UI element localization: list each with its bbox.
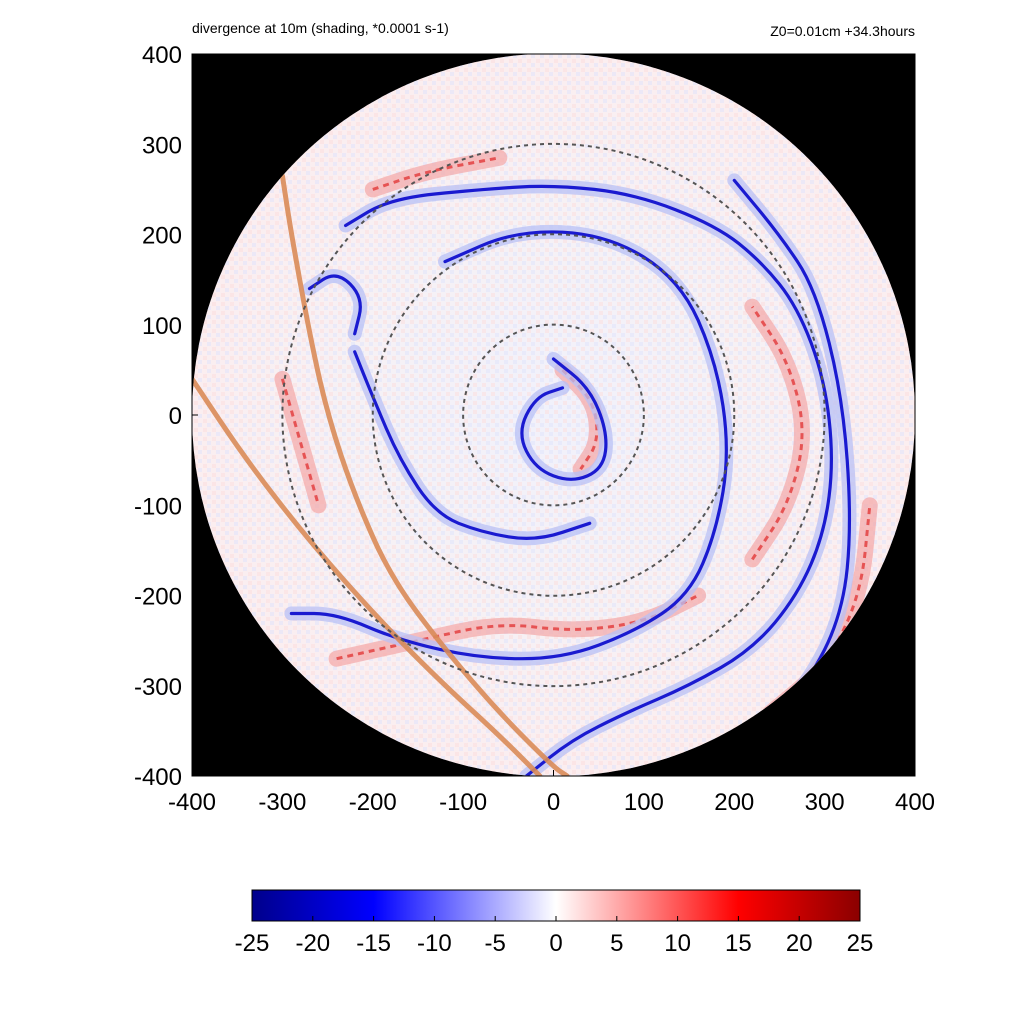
reference-circle-100km (462, 323, 645, 507)
convergence-band-3 (353, 350, 592, 540)
colorbar-tick-label-25: 25 (847, 930, 874, 957)
y-tick-label-0: 0 (169, 403, 182, 430)
convergence-band-5 (732, 178, 852, 742)
coastline-0 (279, 173, 570, 777)
reference-circle-300km (281, 142, 826, 688)
colorbar-tick-label--15: -15 (356, 930, 391, 957)
divergence-band-1 (336, 594, 699, 661)
convergence-bands (284, 173, 857, 777)
x-tick-label--300: -300 (258, 789, 306, 816)
colorbar (251, 889, 861, 922)
colorbar-tick-label-0: 0 (549, 930, 562, 957)
x-axis: -400 -300 -200 -100 0 100 200 300 400 (168, 770, 935, 816)
divergence-band-2 (751, 305, 804, 561)
y-tick-label--300: -300 (134, 674, 182, 701)
x-tick-label-0: 0 (547, 789, 560, 816)
divergence-band-4 (372, 156, 500, 191)
chart-title: divergence at 10m (shading, *0.0001 s-1) (192, 20, 449, 36)
y-tick-label--200: -200 (134, 584, 182, 611)
colorbar-tick-label--25: -25 (235, 930, 270, 957)
y-axis: 400 300 200 100 0 -100 -200 -300 -400 (134, 42, 198, 791)
reference-circles (281, 142, 826, 688)
convergence-band-0 (520, 357, 608, 481)
convergence-band-2 (344, 184, 833, 777)
coastline-1 (192, 376, 543, 777)
colorbar-tick-label--20: -20 (295, 930, 330, 957)
coastlines (192, 173, 570, 777)
colorbar-tick-label--10: -10 (417, 930, 452, 957)
colorbar-tick-label-5: 5 (610, 930, 623, 957)
y-tick-label-300: 300 (142, 132, 182, 159)
x-tick-label-100: 100 (624, 789, 664, 816)
colorbar-ticks: -25 -20 -15 -10 -5 0 5 10 15 20 25 (235, 916, 874, 957)
convergence-band-4 (307, 274, 362, 336)
y-tick-label-200: 200 (142, 223, 182, 250)
y-tick-label-100: 100 (142, 313, 182, 340)
x-tick-label-200: 200 (714, 789, 754, 816)
colorbar-tick-label-20: 20 (786, 930, 813, 957)
x-tick-label--100: -100 (439, 789, 487, 816)
convergence-band-1 (289, 230, 728, 661)
y-tick-label--400: -400 (134, 764, 182, 791)
x-tick-label--200: -200 (349, 789, 397, 816)
reference-circle-200km (371, 233, 736, 597)
colorbar-tick-label-15: 15 (725, 930, 752, 957)
x-tick-label--400: -400 (168, 789, 216, 816)
colorbar-tick-label--5: -5 (485, 930, 506, 957)
chart-subtitle: Z0=0.01cm +34.3hours (770, 23, 915, 39)
colorbar-tick-label-10: 10 (664, 930, 691, 957)
x-tick-label-400: 400 (895, 789, 935, 816)
x-tick-label-300: 300 (805, 789, 845, 816)
y-tick-label--100: -100 (134, 493, 182, 520)
y-tick-label-400: 400 (142, 42, 182, 69)
